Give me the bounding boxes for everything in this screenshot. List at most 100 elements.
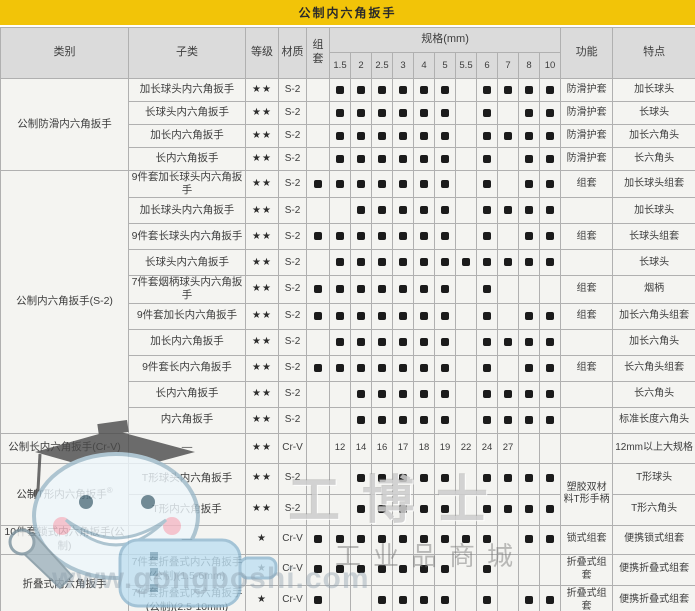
- spec-cell: [497, 524, 519, 555]
- availability-dot: [357, 154, 365, 163]
- availability-dot: [462, 535, 470, 544]
- grade-cell: ★★: [245, 406, 279, 434]
- availability-dot: [441, 206, 449, 215]
- set-cell: [306, 197, 330, 225]
- availability-dot: [420, 565, 428, 574]
- set-cell: [306, 584, 330, 611]
- spec-cell: [371, 462, 393, 495]
- spec-cell: [329, 380, 351, 408]
- availability-dot: [357, 108, 365, 117]
- function-cell: 组套: [560, 169, 614, 199]
- spec-cell: [350, 197, 372, 225]
- availability-dot: [546, 179, 555, 188]
- spec-cell: [329, 275, 351, 304]
- spec-cell: [455, 147, 477, 171]
- material-cell: S-2: [278, 78, 307, 102]
- availability-dot: [441, 565, 449, 574]
- spec-cell: [413, 553, 435, 586]
- spec-cell: [434, 249, 456, 277]
- availability-dot: [546, 108, 555, 117]
- material-cell: S-2: [278, 328, 307, 356]
- spec-cell: [434, 197, 456, 225]
- material-cell: S-2: [278, 354, 307, 382]
- availability-dot: [420, 85, 428, 94]
- spec-size-header: 8: [518, 52, 540, 79]
- spec-cell: [392, 78, 414, 102]
- availability-dot: [378, 179, 386, 188]
- availability-dot: [420, 258, 428, 267]
- availability-dot: [483, 284, 491, 293]
- availability-dot: [546, 474, 555, 483]
- spec-cell: [350, 124, 372, 148]
- spec-cell: [434, 101, 456, 125]
- availability-dot: [420, 154, 428, 163]
- spec-cell: [476, 78, 498, 102]
- spec-cell: [329, 302, 351, 330]
- availability-dot: [441, 85, 449, 94]
- spec-cell: [518, 78, 540, 102]
- spec-cell: [371, 354, 393, 382]
- feature-cell: 加长六角头: [612, 328, 695, 356]
- function-cell: 组套: [560, 275, 614, 304]
- spec-cell: 16: [371, 432, 393, 464]
- spec-cell: [434, 328, 456, 356]
- spec-cell: [538, 432, 562, 464]
- spec-cell: [413, 169, 435, 199]
- availability-dot: [378, 154, 386, 163]
- feature-cell: 标准长度六角头: [612, 406, 695, 434]
- spec-cell: [392, 147, 414, 171]
- col-header-function: 功能: [560, 27, 614, 79]
- availability-dot: [441, 311, 449, 320]
- availability-dot: [399, 505, 407, 514]
- function-cell: [560, 432, 614, 464]
- spec-cell: [329, 78, 351, 102]
- spec-cell: [434, 406, 456, 434]
- spec-cell: [476, 584, 498, 611]
- spec-cell: [518, 124, 540, 148]
- subcategory-cell: 内六角扳手: [128, 406, 246, 434]
- col-header-grade: 等级: [245, 27, 279, 79]
- spec-cell: [476, 101, 498, 125]
- availability-dot: [314, 596, 322, 605]
- spec-size-header: 4: [413, 52, 435, 79]
- spec-cell: [392, 249, 414, 277]
- availability-dot: [525, 85, 533, 94]
- feature-cell: 长六角头: [612, 380, 695, 408]
- availability-dot: [399, 232, 407, 241]
- spec-cell: [434, 524, 456, 555]
- spec-cell: [329, 249, 351, 277]
- grade-cell: ★★: [245, 275, 279, 304]
- spec-cell: [350, 169, 372, 199]
- availability-dot: [525, 108, 533, 117]
- feature-cell: 长球头: [612, 101, 695, 125]
- subcategory-cell: 7件套折叠式内六角扳手(公制)(1.5-6mm): [128, 553, 246, 586]
- spec-cell: [455, 406, 477, 434]
- subcategory-cell: 7件套折叠式内六角扳手(公制)(2.5-10mm): [128, 584, 246, 611]
- spec-cell: [455, 380, 477, 408]
- availability-dot: [420, 311, 428, 320]
- spec-cell: [350, 406, 372, 434]
- spec-cell: [538, 462, 562, 495]
- subcategory-cell: 9件套长内六角扳手: [128, 354, 246, 382]
- spec-cell: [413, 147, 435, 171]
- table-row: 公制防滑内六角扳手 加长球头内六角扳手 ★★ S-2 防滑护套 加长球头: [0, 78, 695, 171]
- availability-dot: [483, 596, 491, 605]
- function-cell: [560, 328, 614, 356]
- spec-cell: [371, 553, 393, 586]
- spec-cell: [329, 584, 351, 611]
- spec-cell: [434, 584, 456, 611]
- availability-dot: [357, 206, 365, 215]
- availability-dot: [546, 535, 555, 544]
- availability-dot: [399, 154, 407, 163]
- spec-cell: [497, 493, 519, 526]
- spec-cell: 19: [434, 432, 456, 464]
- spec-cell: [518, 380, 540, 408]
- spec-cell: [413, 328, 435, 356]
- spec-cell: [497, 302, 519, 330]
- table-row: 公制长内六角扳手(Cr-V) — ★★ Cr-V 12 14 16 17 18 19 22 24 27 1…: [0, 432, 695, 464]
- grade-cell: ★★: [245, 78, 279, 102]
- material-cell: S-2: [278, 493, 307, 526]
- availability-dot: [546, 415, 555, 424]
- spec-cell: [350, 354, 372, 382]
- subcategory-cell: 7件套烟柄球头内六角扳手: [128, 275, 246, 304]
